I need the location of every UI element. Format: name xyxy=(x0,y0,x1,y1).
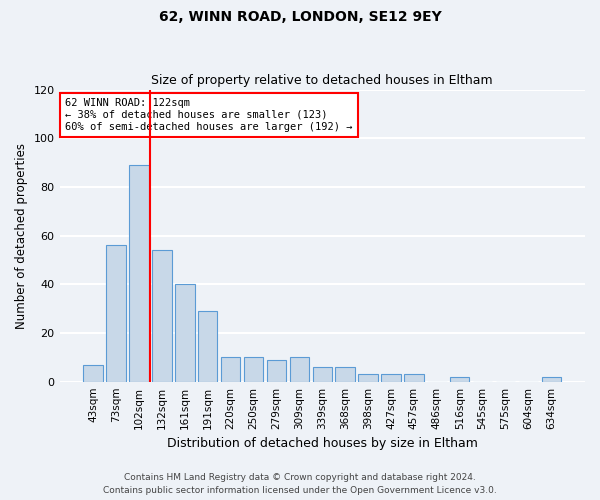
Text: 62 WINN ROAD: 122sqm
← 38% of detached houses are smaller (123)
60% of semi-deta: 62 WINN ROAD: 122sqm ← 38% of detached h… xyxy=(65,98,352,132)
Bar xyxy=(198,311,217,382)
Bar xyxy=(129,165,149,382)
Text: 62, WINN ROAD, LONDON, SE12 9EY: 62, WINN ROAD, LONDON, SE12 9EY xyxy=(158,10,442,24)
Bar xyxy=(335,367,355,382)
X-axis label: Distribution of detached houses by size in Eltham: Distribution of detached houses by size … xyxy=(167,437,478,450)
Bar xyxy=(450,377,469,382)
Bar xyxy=(381,374,401,382)
Bar xyxy=(267,360,286,382)
Title: Size of property relative to detached houses in Eltham: Size of property relative to detached ho… xyxy=(151,74,493,87)
Bar xyxy=(313,367,332,382)
Bar xyxy=(175,284,194,382)
Bar xyxy=(221,358,241,382)
Y-axis label: Number of detached properties: Number of detached properties xyxy=(15,142,28,328)
Text: Contains HM Land Registry data © Crown copyright and database right 2024.
Contai: Contains HM Land Registry data © Crown c… xyxy=(103,474,497,495)
Bar xyxy=(106,246,126,382)
Bar xyxy=(542,377,561,382)
Bar xyxy=(152,250,172,382)
Bar xyxy=(290,358,309,382)
Bar xyxy=(404,374,424,382)
Bar xyxy=(358,374,378,382)
Bar xyxy=(83,364,103,382)
Bar xyxy=(244,358,263,382)
